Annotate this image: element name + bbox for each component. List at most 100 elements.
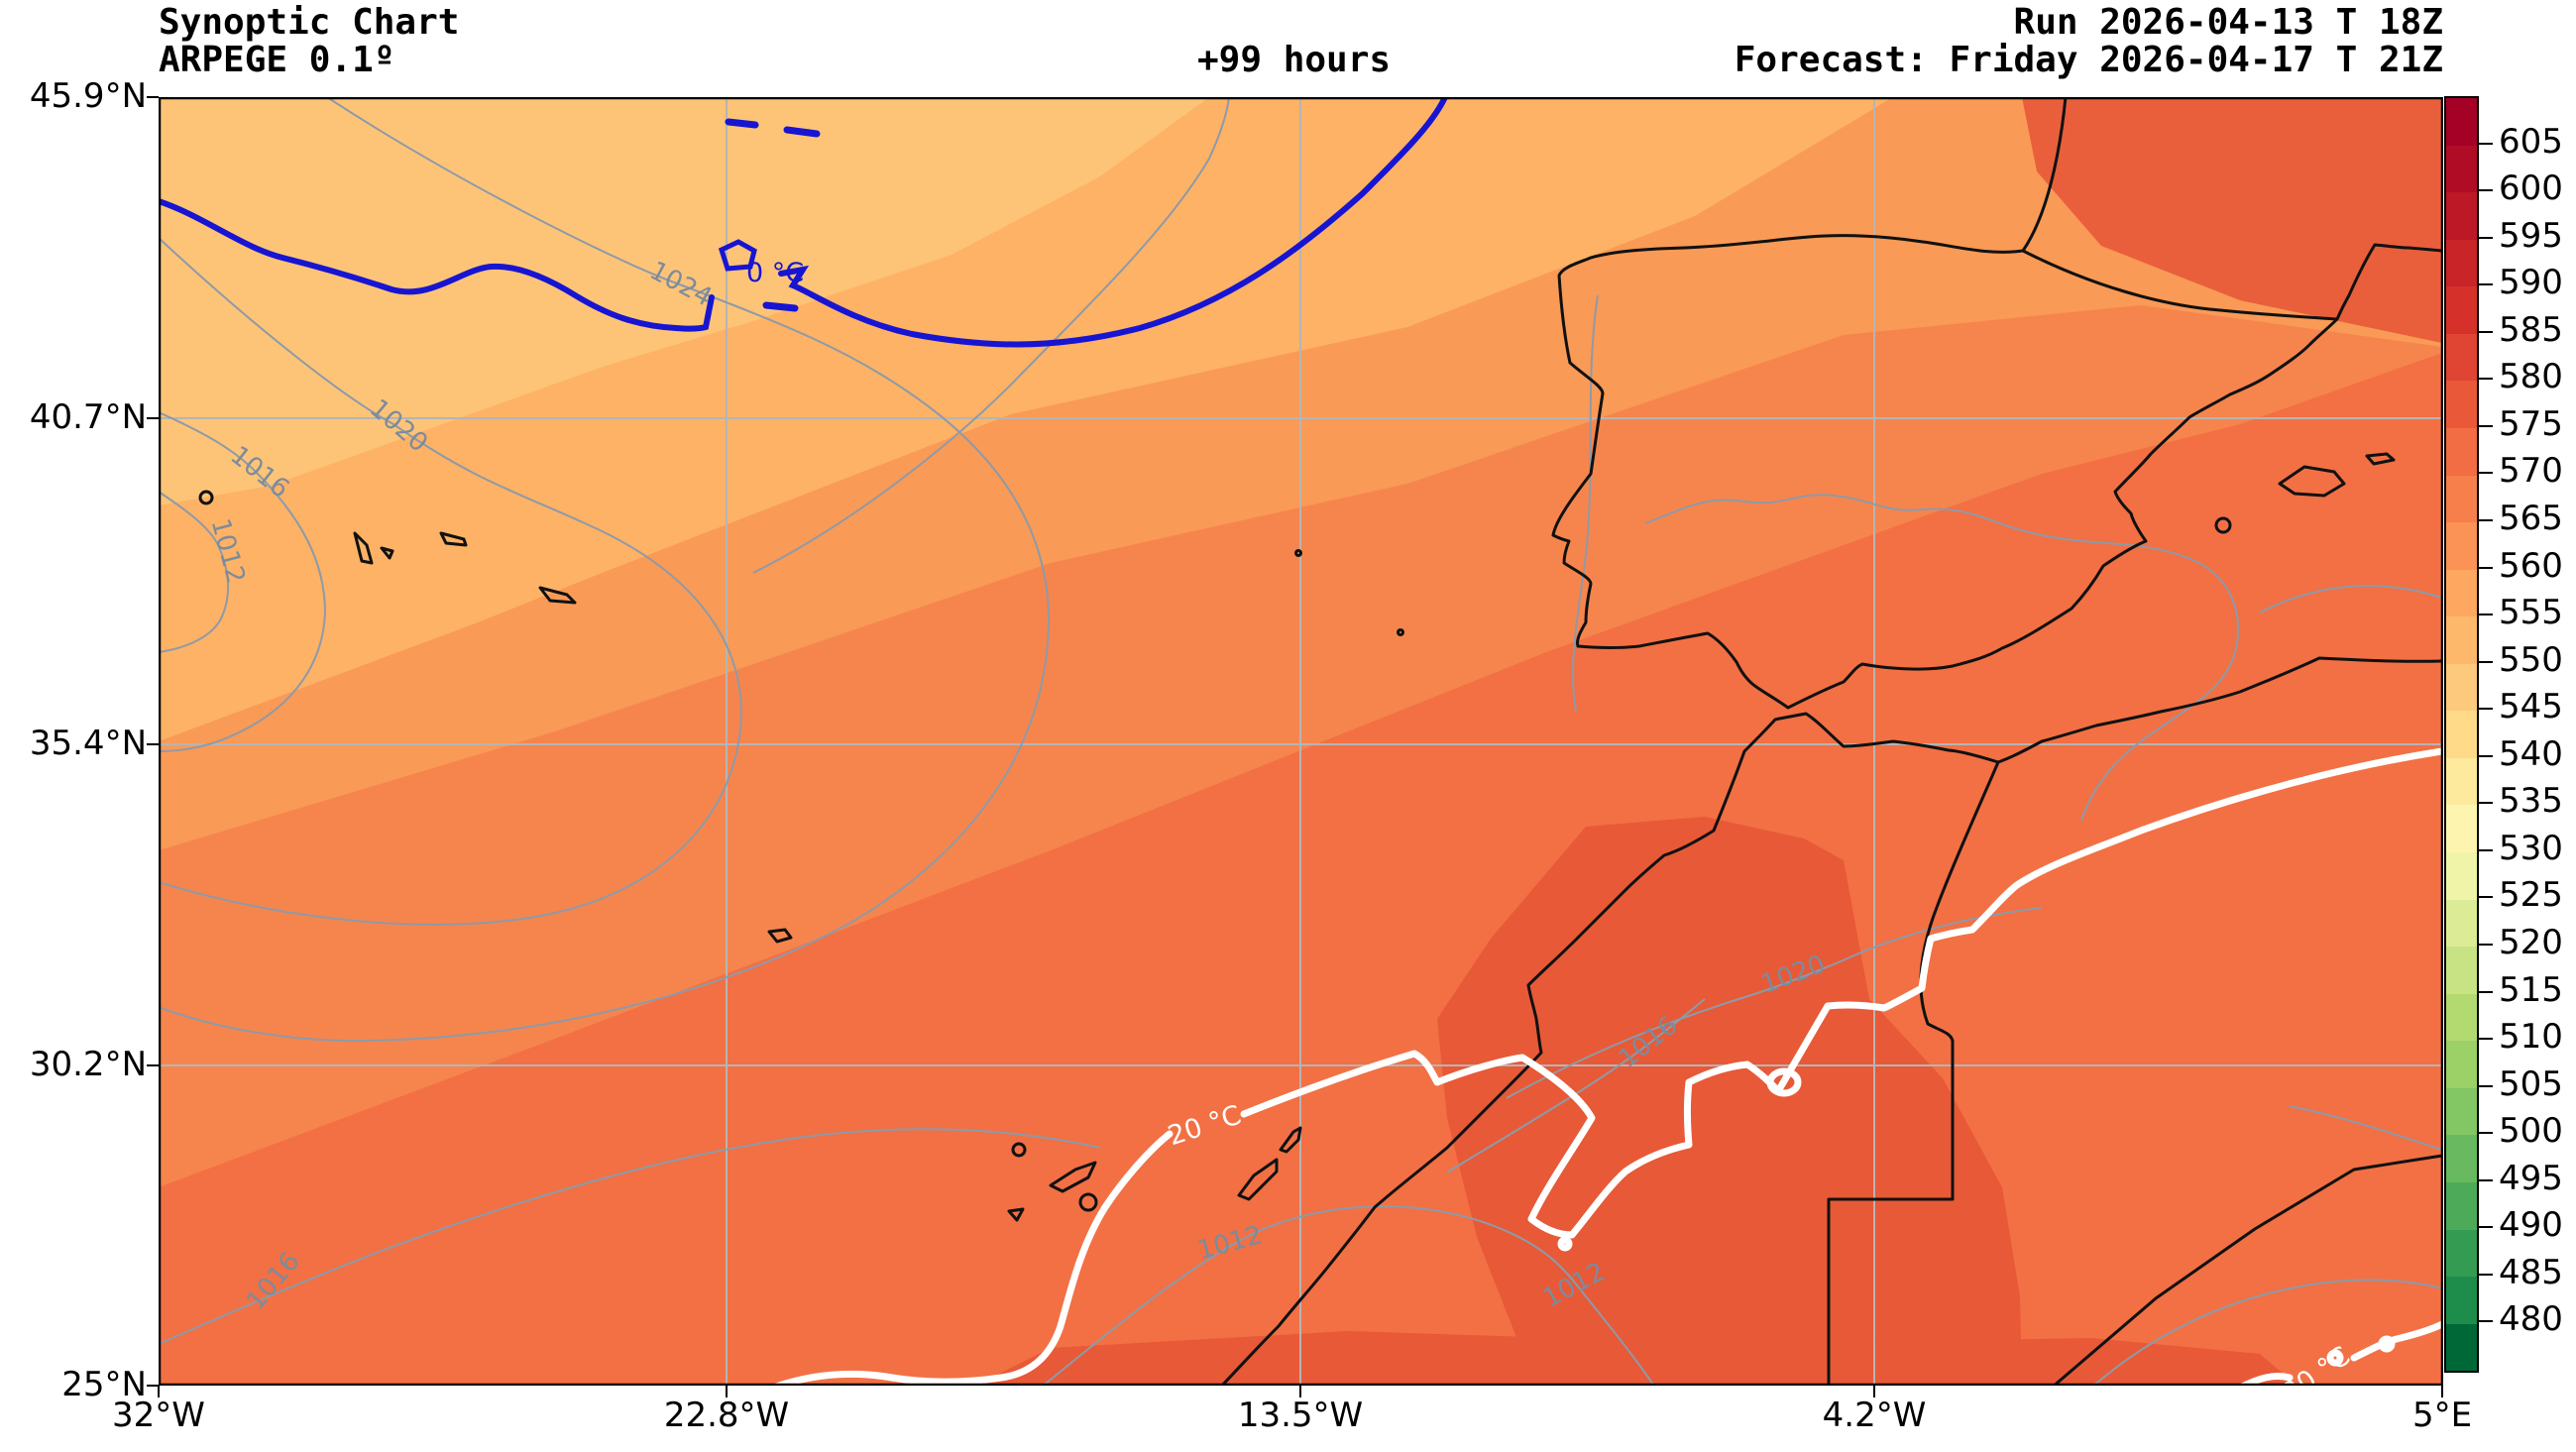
- colorbar-segment-22: [2446, 1135, 2477, 1182]
- colorbar: [2444, 96, 2479, 1373]
- isotherm-20c-blob: [1766, 1067, 1802, 1097]
- isobar-1012-west: [158, 491, 229, 653]
- isotherm-0c: [156, 94, 1448, 348]
- isotherm-20c: [769, 747, 2446, 1392]
- y-axis-tickmark: [147, 743, 159, 745]
- colorbar-segment-10: [2446, 569, 2477, 617]
- isotherm-20c-dot-se1: [2326, 1349, 2344, 1367]
- x-axis-label-5°E: 5°E: [2411, 1396, 2473, 1435]
- isobar-1020-atlantic: [752, 96, 1230, 574]
- colorbar-tickmark-535: [2477, 802, 2493, 805]
- islet-dot-2: [1294, 549, 1302, 557]
- colorbar-tickmark-490: [2477, 1226, 2493, 1229]
- colorbar-label-490: 490: [2499, 1205, 2563, 1246]
- colorbar-segment-13: [2446, 711, 2477, 758]
- colorbar-tickmark-585: [2477, 330, 2493, 333]
- colorbar-tickmark-480: [2477, 1320, 2493, 1323]
- colorbar-tickmark-525: [2477, 896, 2493, 899]
- colorbar-label-560: 560: [2499, 545, 2563, 586]
- isobar-1016-alboran: [1446, 998, 1706, 1173]
- colorbar-label-590: 590: [2499, 263, 2563, 303]
- y-axis-label-45.9°N: 45.9°N: [29, 76, 147, 116]
- colorbar-segment-15: [2446, 805, 2477, 852]
- colorbar-segment-14: [2446, 757, 2477, 806]
- isotherm-0c-dash-1: [725, 118, 759, 129]
- isotherm-0c-line-west: [156, 198, 715, 332]
- colorbar-label-540: 540: [2499, 733, 2563, 774]
- colorbar-tickmark-605: [2477, 142, 2493, 145]
- island-la-palma: [1011, 1142, 1027, 1158]
- y-axis-tickmark: [147, 417, 159, 419]
- colorbar-tickmark-555: [2477, 614, 2493, 616]
- colorbar-segment-3: [2446, 239, 2477, 287]
- page-title: Synoptic Chart: [159, 2, 460, 43]
- map-frame: [158, 96, 2444, 1387]
- border-morocco-algeria: [1827, 761, 2000, 1388]
- island-ibiza: [2214, 516, 2232, 534]
- isotherm-0c-line-east: [778, 94, 1448, 348]
- colorbar-segment-16: [2446, 852, 2477, 900]
- x-axis-label-32°W: 32°W: [112, 1396, 205, 1435]
- colorbar-tickmark-575: [2477, 424, 2493, 427]
- colorbar-label-480: 480: [2499, 1299, 2563, 1340]
- colorbar-segment-20: [2446, 1041, 2477, 1088]
- isobar-algeria-1: [2090, 1279, 2443, 1389]
- colorbar-segment-0: [2446, 98, 2477, 146]
- colorbar-segment-8: [2446, 475, 2477, 523]
- island-el-hierro: [1007, 1207, 1025, 1222]
- colorbar-label-485: 485: [2499, 1252, 2563, 1292]
- x-axis-tickmark: [158, 1386, 160, 1397]
- colorbar-segment-7: [2446, 427, 2477, 476]
- colorbar-tickmark-560: [2477, 566, 2493, 569]
- x-axis-tickmark: [2441, 1386, 2443, 1397]
- colorbar-segment-6: [2446, 381, 2477, 428]
- island-madeira: [767, 928, 793, 944]
- isobar-1016-iberia: [1644, 494, 2239, 822]
- isobar-algeria-2: [2289, 1105, 2443, 1151]
- x-axis-tickmark: [726, 1386, 728, 1397]
- y-axis-label-25°N: 25°N: [61, 1365, 147, 1404]
- colorbar-tickmark-505: [2477, 1084, 2493, 1087]
- islet-dot-1: [1397, 628, 1404, 636]
- island-gran-canaria: [1078, 1192, 1098, 1212]
- colorbar-label-495: 495: [2499, 1158, 2563, 1198]
- colorbar-segment-26: [2446, 1323, 2477, 1372]
- colorbar-label-520: 520: [2499, 923, 2563, 962]
- colorbar-segment-9: [2446, 522, 2477, 570]
- colorbar-label-515: 515: [2499, 969, 2563, 1010]
- colorbar-tickmark-495: [2477, 1178, 2493, 1181]
- colorbar-label-545: 545: [2499, 687, 2563, 727]
- colorbar-label-510: 510: [2499, 1017, 2563, 1058]
- isobar-1024: [158, 96, 1051, 1043]
- isotherm-0c-label-0: 0 °C: [746, 258, 804, 288]
- colorbar-segment-5: [2446, 333, 2477, 382]
- border-algeria-mali: [2051, 1154, 2443, 1390]
- colorbar-label-555: 555: [2499, 593, 2563, 633]
- x-axis-tickmark: [1873, 1386, 1875, 1397]
- island-azores-1: [353, 531, 374, 565]
- isobar-1020-atlas: [1506, 907, 2043, 1099]
- island-lanzarote: [1279, 1126, 1302, 1154]
- x-axis-tickmark: [1299, 1386, 1301, 1397]
- isobar-balearic: [2259, 585, 2443, 614]
- island-tenerife: [1049, 1161, 1097, 1193]
- isobar-1016-west: [158, 411, 327, 752]
- colorbar-segment-24: [2446, 1229, 2477, 1278]
- colorbar-tickmark-540: [2477, 754, 2493, 757]
- fill-band-dark-ne: [2022, 97, 2442, 343]
- isobar-portugal: [1572, 294, 1599, 713]
- y-axis-label-35.4°N: 35.4°N: [29, 724, 147, 763]
- isotherm-0c-blob: [718, 239, 757, 272]
- isotherm-20c-line-a: [769, 1130, 1174, 1392]
- colorbar-label-550: 550: [2499, 639, 2563, 680]
- y-axis-tickmark: [147, 96, 159, 98]
- colorbar-tickmark-545: [2477, 708, 2493, 711]
- colorbar-label-585: 585: [2499, 309, 2563, 350]
- colorbar-tickmark-530: [2477, 848, 2493, 851]
- colorbar-label-530: 530: [2499, 828, 2563, 868]
- colorbar-label-505: 505: [2499, 1063, 2563, 1104]
- colorbar-tickmark-485: [2477, 1273, 2493, 1276]
- colorbar-label-525: 525: [2499, 875, 2563, 916]
